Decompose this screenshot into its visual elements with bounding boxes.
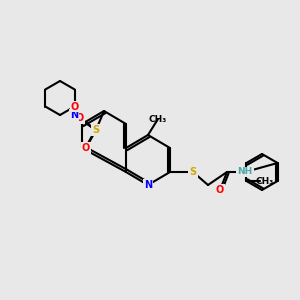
Text: NH: NH xyxy=(237,167,253,176)
Text: CH₃: CH₃ xyxy=(255,176,274,185)
Text: S: S xyxy=(92,125,100,135)
Text: O: O xyxy=(82,143,90,153)
Text: N: N xyxy=(70,110,78,120)
Text: S: S xyxy=(189,167,197,177)
Text: N: N xyxy=(144,180,152,190)
Text: O: O xyxy=(76,113,84,123)
Text: O: O xyxy=(70,101,79,112)
Text: CH₃: CH₃ xyxy=(149,115,167,124)
Text: O: O xyxy=(216,185,224,195)
